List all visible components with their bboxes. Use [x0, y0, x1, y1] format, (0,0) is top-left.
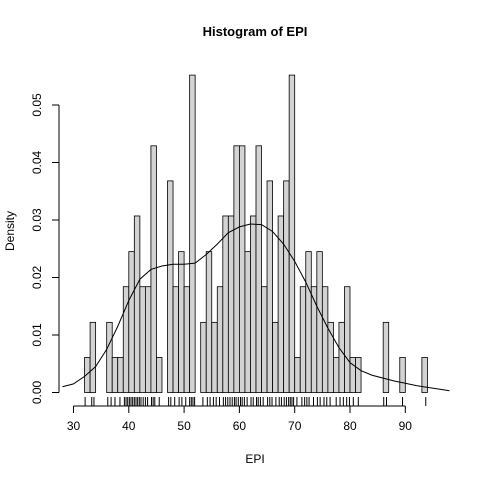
histogram-bar [344, 286, 351, 393]
y-tick-label: 0.03 [30, 208, 44, 232]
histogram-bar [238, 145, 246, 393]
histogram-bar [205, 251, 213, 393]
histogram-bar [183, 286, 191, 393]
y-tick-label: 0.00 [30, 380, 44, 404]
histogram-bar [216, 286, 224, 393]
y-tick-label: 0.01 [30, 323, 44, 347]
histogram-bar [316, 251, 323, 393]
histogram-bar [272, 321, 279, 393]
histogram-bar [139, 286, 146, 393]
histogram-bar [321, 286, 329, 393]
y-axis: 0.00 0.01 0.02 0.03 0.04 0.05 [30, 93, 60, 404]
histogram-bar [244, 251, 251, 393]
histogram-bar [261, 286, 268, 393]
histogram-bar [338, 321, 345, 393]
histogram-bar [106, 321, 113, 393]
histogram-bar [421, 357, 428, 393]
x-tick-label: 60 [233, 419, 247, 433]
histogram-bar [288, 74, 296, 393]
histogram-bar [305, 251, 312, 393]
histogram-bar [172, 286, 179, 393]
histogram-bar [156, 357, 163, 393]
histogram-bar [128, 251, 135, 393]
histogram-bar [283, 180, 290, 393]
histogram-bar [222, 215, 229, 393]
y-tick-label: 0.05 [30, 93, 44, 117]
histogram-bar [266, 180, 273, 393]
histogram-bars [84, 74, 428, 393]
y-axis-label: Density [3, 211, 17, 251]
histogram-bar [250, 215, 257, 393]
histogram-bar [178, 251, 185, 393]
x-axis: 30 40 50 60 70 80 90 [67, 405, 413, 433]
y-tick-label: 0.02 [30, 265, 44, 289]
density-curve-line [62, 223, 450, 392]
histogram-bar [133, 215, 141, 393]
x-tick-label: 40 [122, 419, 136, 433]
histogram-bar [200, 321, 207, 393]
histogram-bar [299, 286, 307, 393]
x-tick-label: 30 [67, 419, 81, 433]
histogram-bar [310, 286, 318, 393]
histogram-bar [382, 321, 390, 393]
histogram-bar [399, 357, 406, 393]
histogram-bar [233, 145, 240, 393]
x-tick-label: 80 [343, 419, 357, 433]
chart-title: Histogram of EPI [203, 24, 308, 39]
histogram-bar [294, 357, 301, 393]
histogram-bar [189, 74, 196, 393]
histogram-bar [89, 321, 97, 393]
x-axis-label: EPI [245, 452, 264, 466]
y-tick-label: 0.04 [30, 150, 44, 174]
rug-marks [84, 397, 427, 406]
histogram-bar [117, 357, 124, 393]
histogram-bar [167, 180, 174, 393]
histogram-bar [355, 357, 362, 393]
histogram-bar [144, 286, 152, 393]
x-tick-label: 50 [177, 419, 191, 433]
x-tick-label: 70 [288, 419, 302, 433]
histogram-bar [227, 215, 235, 393]
histogram-bar [84, 357, 91, 393]
histogram-bar [255, 145, 262, 393]
histogram-bar [333, 357, 340, 393]
histogram-bar [111, 357, 119, 393]
x-tick-label: 90 [399, 419, 413, 433]
histogram-bar [211, 321, 218, 393]
